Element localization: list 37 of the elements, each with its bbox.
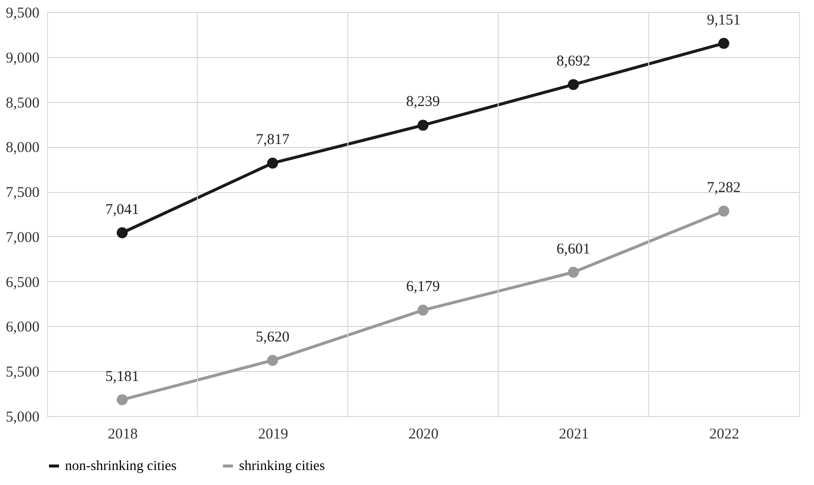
y-tick-label: 8,000 — [6, 140, 40, 156]
x-tick-label: 2019 — [258, 426, 288, 442]
point — [418, 120, 428, 131]
data-label: 5,181 — [105, 368, 140, 385]
data-label: 7,041 — [105, 202, 140, 218]
point — [418, 304, 428, 316]
data-label: 6,601 — [556, 241, 590, 258]
point — [116, 394, 128, 406]
y-tick-label: 5,500 — [6, 364, 40, 381]
data-label: 6,179 — [406, 279, 440, 296]
point — [267, 158, 278, 169]
y-tick-label: 7,000 — [6, 230, 40, 246]
data-label: 8,239 — [406, 94, 440, 110]
x-tick-label: 2018 — [108, 426, 138, 442]
data-label: 8,692 — [556, 54, 590, 70]
x-tick-label: 2021 — [558, 426, 589, 442]
point — [568, 79, 579, 90]
data-label: 7,817 — [256, 132, 290, 148]
point — [267, 354, 278, 366]
point — [116, 227, 128, 238]
point — [718, 38, 730, 49]
y-tick-label: 6,000 — [6, 320, 40, 336]
data-label: 7,282 — [706, 180, 741, 196]
point — [568, 266, 579, 278]
data-label: 9,151 — [706, 12, 741, 28]
y-tick-label: 7,500 — [6, 185, 40, 202]
x-tick-label: 2020 — [408, 426, 438, 442]
data-label: 5,620 — [256, 329, 290, 346]
y-tick-label: 8,500 — [6, 95, 40, 112]
legend-label: shrinking cities — [239, 459, 325, 474]
point — [718, 206, 730, 217]
legend-label: non-shrinking cities — [65, 459, 177, 474]
y-tick-label: 5,000 — [6, 410, 40, 426]
y-tick-label: 9,000 — [6, 50, 40, 66]
x-tick-label: 2022 — [709, 426, 740, 442]
y-tick-label: 6,500 — [6, 274, 40, 291]
y-tick-label: 9,500 — [6, 6, 40, 22]
